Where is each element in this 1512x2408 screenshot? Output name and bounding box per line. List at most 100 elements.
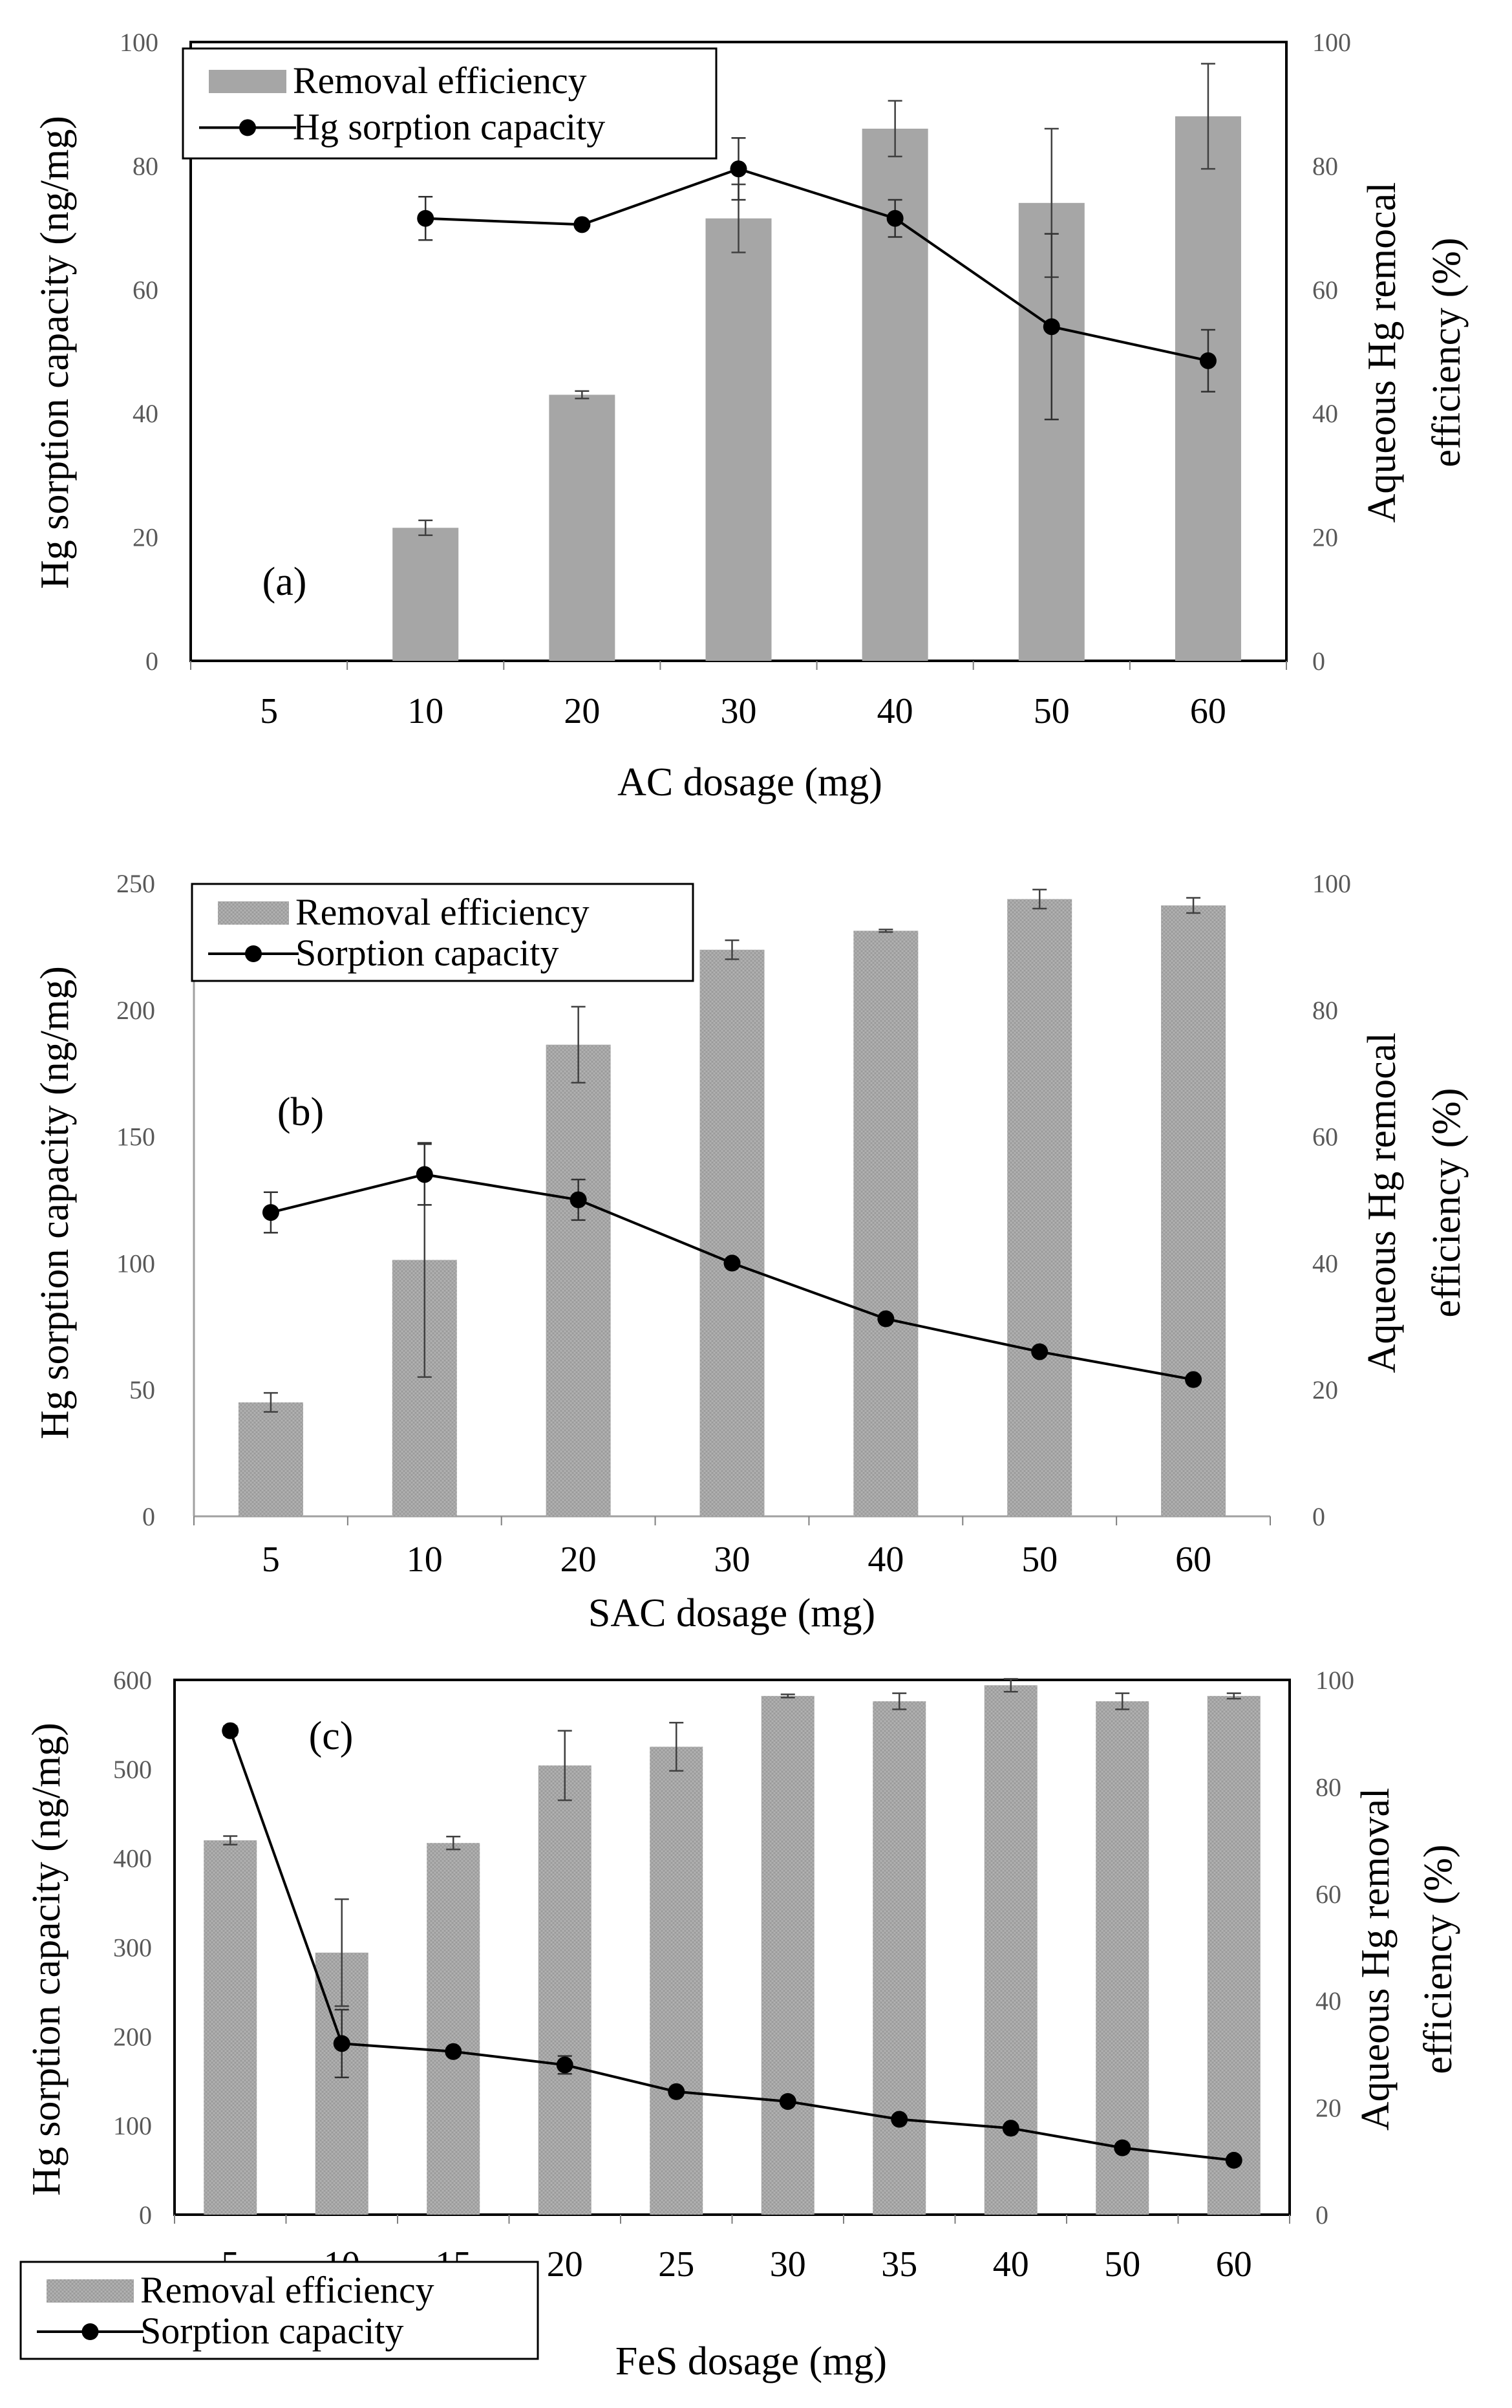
y-right-axis-title: Aqueous Hg removal	[1354, 1788, 1398, 2131]
x-tick-label: 60	[1175, 1540, 1211, 1580]
y-left-tick-label: 100	[113, 2111, 152, 2140]
y-left-tick-label: 60	[133, 275, 158, 305]
y-left-tick-label: 600	[113, 1666, 152, 1695]
x-tick-label: 50	[1034, 691, 1070, 731]
legend-label-line: Sorption capacity	[295, 932, 559, 974]
y-right-tick-label: 60	[1312, 1123, 1338, 1152]
chart-panel-c: 0100200300400500600020406080100510152025…	[19, 1666, 1460, 2383]
x-tick-label: 5	[262, 1540, 280, 1580]
y-right-tick-label: 40	[1315, 1986, 1341, 2016]
x-tick-label: 30	[770, 2244, 806, 2284]
data-point	[445, 2043, 462, 2060]
legend-label-bars: Removal efficiency	[295, 891, 590, 933]
y-right-tick-label: 20	[1312, 523, 1338, 552]
y-left-tick-label: 100	[120, 28, 158, 57]
bar	[873, 1701, 926, 2215]
x-tick-label: 40	[877, 691, 913, 731]
y-right-tick-label: 100	[1312, 28, 1351, 57]
y-right-tick-label: 60	[1312, 275, 1338, 305]
y-right-tick-label: 0	[1312, 1502, 1325, 1531]
x-tick-label: 35	[881, 2244, 917, 2284]
y-left-tick-label: 500	[113, 1755, 152, 1784]
bar	[761, 1695, 815, 2215]
y-right-tick-label: 80	[1312, 151, 1338, 180]
x-tick-label: 30	[721, 691, 757, 731]
data-point	[573, 216, 591, 233]
data-point	[668, 2083, 685, 2100]
x-tick-label: 40	[993, 2244, 1029, 2284]
x-tick-label: 40	[868, 1540, 904, 1580]
y-right-axis-title: efficiency (%)	[1425, 1088, 1469, 1317]
legend-box	[182, 47, 718, 160]
data-point	[1225, 2151, 1242, 2169]
y-right-tick-label: 40	[1312, 1249, 1338, 1278]
legend-box	[191, 883, 694, 982]
bar	[427, 1843, 480, 2215]
x-tick-label: 20	[547, 2244, 583, 2284]
y-right-tick-label: 80	[1315, 1772, 1341, 1801]
y-left-axis-title: Hg sorption capacity (ng/mg)	[25, 1723, 69, 2196]
x-axis-title: FeS dosage (mg)	[615, 2339, 887, 2383]
bar	[650, 1747, 703, 2215]
y-right-tick-label: 60	[1315, 1880, 1341, 1909]
y-left-tick-label: 200	[113, 2022, 152, 2051]
x-tick-label: 60	[1216, 2244, 1252, 2284]
series-line	[425, 167, 1209, 362]
x-tick-label: 25	[658, 2244, 694, 2284]
legend-bar-swatch	[218, 901, 289, 925]
legend-bar-swatch	[47, 2279, 134, 2303]
y-left-axis-title: Hg sorption capacity (ng/mg)	[33, 966, 77, 1439]
y-left-tick-label: 150	[116, 1123, 155, 1152]
y-left-tick-label: 0	[145, 647, 158, 676]
y-left-tick-label: 20	[133, 523, 158, 552]
bar	[1207, 1695, 1261, 2215]
bar	[1161, 905, 1226, 1516]
y-right-tick-label: 20	[1315, 2094, 1341, 2123]
x-tick-label: 10	[407, 691, 443, 731]
legend-label-line: Hg sorption capacity	[293, 105, 605, 147]
data-point	[222, 1722, 239, 1739]
legend-marker	[81, 2323, 99, 2340]
x-tick-label: 50	[1021, 1540, 1058, 1580]
y-left-tick-label: 0	[142, 1502, 155, 1531]
data-point	[1002, 2120, 1019, 2137]
data-point	[1114, 2139, 1131, 2156]
series-line	[229, 1730, 1234, 2162]
x-tick-label: 60	[1190, 691, 1226, 731]
bar	[538, 1765, 591, 2215]
bar	[238, 1402, 303, 1516]
x-tick-label: 50	[1104, 2244, 1140, 2284]
bar	[204, 1840, 257, 2215]
data-point	[262, 1204, 279, 1221]
bar	[1096, 1701, 1149, 2215]
data-point	[886, 210, 904, 227]
data-point	[877, 1310, 895, 1328]
y-right-tick-label: 20	[1312, 1375, 1338, 1404]
bar	[705, 218, 772, 661]
panel-label: (a)	[262, 560, 307, 604]
y-right-axis-title: efficiency (%)	[1425, 237, 1469, 467]
data-point	[1185, 1371, 1202, 1388]
legend-label-line: Sorption capacity	[140, 2310, 404, 2352]
bar	[546, 1044, 611, 1516]
y-left-tick-label: 250	[116, 869, 155, 898]
x-axis-title: SAC dosage (mg)	[588, 1591, 875, 1635]
y-left-tick-label: 50	[129, 1375, 155, 1404]
data-point	[1199, 352, 1217, 369]
panel-label: (c)	[309, 1714, 354, 1758]
bar	[392, 528, 459, 661]
y-left-tick-label: 40	[133, 399, 158, 428]
y-left-axis-title: Hg sorption capacity (ng/mg)	[33, 116, 77, 589]
x-tick-label: 30	[714, 1540, 751, 1580]
data-point	[556, 2056, 573, 2074]
data-point	[891, 2111, 908, 2128]
data-point	[417, 210, 434, 227]
bar	[1007, 899, 1072, 1516]
x-tick-label: 20	[560, 1540, 597, 1580]
legend-bar-swatch	[209, 70, 286, 93]
y-left-tick-label: 80	[133, 151, 158, 180]
data-point	[779, 2092, 796, 2110]
y-left-tick-label: 400	[113, 1844, 152, 1873]
y-right-tick-label: 100	[1312, 869, 1351, 898]
